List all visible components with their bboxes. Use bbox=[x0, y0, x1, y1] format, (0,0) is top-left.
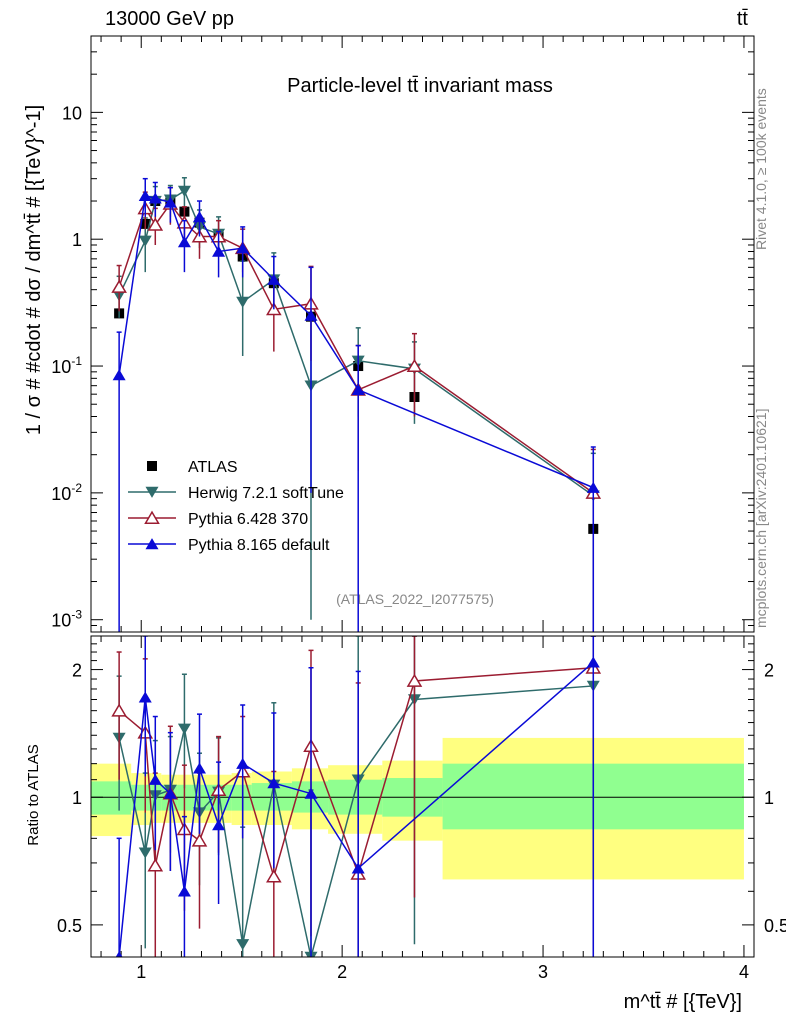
ratio-marker-pythia-8-165-default bbox=[192, 762, 206, 774]
ratio-marker-pythia-6-428-370 bbox=[406, 673, 423, 687]
analysis-tag: (ATLAS_2022_I2077575) bbox=[336, 591, 494, 607]
legend-label: ATLAS bbox=[188, 459, 238, 476]
top-marker-pythia-8-165-default bbox=[212, 245, 226, 257]
top-y-axis-label: 1 / σ # #cdot # dσ / dm^tt̄ # [{TeV}^-1] bbox=[23, 105, 45, 435]
ratio-y-tick-label: 0.5 bbox=[57, 916, 82, 936]
top-line-pythia-8-165-default bbox=[118, 194, 594, 489]
top-marker-pythia-8-165-default bbox=[236, 242, 250, 254]
ratio-marker-pythia-8-165-default bbox=[177, 885, 191, 897]
legend-marker bbox=[145, 486, 159, 498]
ratio-marker-pythia-8-165-default bbox=[148, 773, 162, 785]
ratio-marker-pythia-8-165-default bbox=[304, 787, 318, 799]
ratio-marker-herwig-7-2-1-softtune bbox=[236, 939, 250, 951]
y-tick-label: 10-1 bbox=[51, 354, 82, 377]
ratio-y-tick-label: 0.5 bbox=[764, 916, 786, 936]
ratio-marker-herwig-7-2-1-softtune bbox=[177, 723, 191, 735]
legend-marker bbox=[147, 461, 157, 471]
ratio-marker-pythia-8-165-default bbox=[236, 757, 250, 769]
top-marker-pythia-8-165-default bbox=[148, 192, 162, 204]
ratio-y-axis-label: Ratio to ATLAS bbox=[25, 744, 42, 845]
y-tick-label: 10 bbox=[62, 103, 82, 123]
process-label: tt̄ bbox=[737, 8, 749, 30]
ratio-marker-pythia-8-165-default bbox=[115, 951, 123, 957]
x-tick-label: 4 bbox=[739, 962, 749, 982]
x-tick-label: 2 bbox=[337, 962, 347, 982]
x-axis-label: m^tt̄ # [{TeV}] bbox=[624, 991, 742, 1013]
legend-marker bbox=[144, 510, 160, 524]
ratio-marker-pythia-6-428-370 bbox=[111, 703, 127, 717]
top-marker-pythia-8-165-default bbox=[586, 481, 600, 493]
top-marker-herwig-7-2-1-softtune bbox=[177, 185, 191, 197]
x-tick-label: 1 bbox=[136, 962, 146, 982]
top-marker-pythia-6-428-370 bbox=[111, 279, 127, 293]
top-marker-herwig-7-2-1-softtune bbox=[138, 235, 152, 247]
x-tick-label: 3 bbox=[538, 962, 548, 982]
y-tick-label: 10-3 bbox=[51, 608, 82, 631]
top-panel-data bbox=[111, 177, 602, 632]
ratio-y-tick-label: 1 bbox=[72, 788, 82, 808]
ratio-plot-frame bbox=[90, 635, 755, 958]
rivet-version-label: Rivet 4.1.0, ≥ 100k events bbox=[753, 88, 769, 250]
top-marker-pythia-8-165-default bbox=[177, 236, 191, 248]
ratio-marker-pythia-6-428-370 bbox=[191, 833, 208, 847]
legend-label: Pythia 6.428 370 bbox=[188, 511, 308, 528]
top-plot-frame bbox=[90, 35, 755, 633]
ratio-panel-data bbox=[111, 636, 602, 957]
top-line-herwig-7-2-1-softtune bbox=[118, 189, 594, 497]
ratio-marker-pythia-8-165-default bbox=[138, 691, 152, 703]
ratio-marker-pythia-8-165-default bbox=[351, 862, 365, 874]
ratio-marker-pythia-6-428-370 bbox=[266, 869, 282, 883]
top-marker-pythia-6-428-370 bbox=[147, 217, 164, 231]
ratio-y-tick-label: 2 bbox=[72, 661, 82, 681]
legend-label: Herwig 7.2.1 softTune bbox=[188, 485, 344, 502]
top-marker-herwig-7-2-1-softtune bbox=[236, 296, 250, 308]
ratio-marker-pythia-8-165-default bbox=[163, 787, 177, 799]
plot-title: Particle-level tt̄ invariant mass bbox=[287, 75, 553, 97]
ratio-line-pythia-8-165-default bbox=[118, 661, 594, 957]
ratio-marker-pythia-8-165-default bbox=[586, 656, 600, 668]
axis-ticks bbox=[91, 35, 754, 957]
energy-label: 13000 GeV pp bbox=[105, 8, 234, 30]
top-marker-pythia-8-165-default bbox=[304, 309, 318, 321]
top-marker-pythia-6-428-370 bbox=[406, 358, 423, 372]
ratio-marker-pythia-6-428-370 bbox=[147, 858, 164, 872]
ratio-marker-herwig-7-2-1-softtune bbox=[138, 847, 152, 859]
ratio-band-1sigma bbox=[91, 781, 132, 815]
source-label: mcplots.cern.ch [arXiv:2401.10621] bbox=[753, 409, 769, 628]
top-marker-pythia-8-165-default bbox=[351, 383, 365, 395]
top-marker-pythia-8-165-default bbox=[192, 211, 206, 223]
ratio-marker-pythia-8-165-default bbox=[212, 819, 226, 831]
legend: ATLAS Herwig 7.2.1 softTune Pythia 6.428 3… bbox=[128, 459, 344, 554]
ratio-marker-pythia-8-165-default bbox=[267, 777, 281, 789]
ratio-y-tick-label: 1 bbox=[764, 788, 774, 808]
legend-label: Pythia 8.165 default bbox=[188, 537, 330, 554]
y-tick-label: 1 bbox=[72, 230, 82, 250]
top-marker-pythia-8-165-default bbox=[112, 369, 126, 381]
y-tick-label: 10-2 bbox=[51, 481, 82, 504]
top-marker-pythia-8-165-default bbox=[267, 273, 281, 285]
ratio-y-tick-label: 2 bbox=[764, 661, 774, 681]
top-marker-pythia-8-165-default bbox=[138, 189, 152, 201]
legend-marker bbox=[145, 538, 159, 550]
top-marker-pythia-8-165-default bbox=[163, 196, 177, 208]
